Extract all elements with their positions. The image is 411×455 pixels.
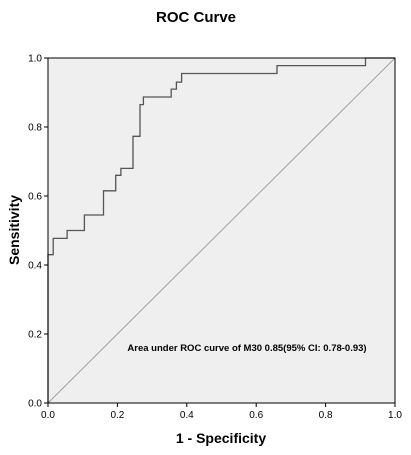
x-tick-label: 0.6: [249, 410, 263, 421]
x-tick-label: 0.0: [41, 410, 55, 421]
x-tick-label: 0.2: [110, 410, 124, 421]
y-tick-label: 0.2: [28, 330, 42, 341]
y-tick-label: 1.0: [28, 54, 42, 65]
y-tick-label: 0.8: [28, 123, 42, 134]
x-tick-label: 1.0: [388, 410, 402, 421]
x-axis-ticks: 0.0 0.2 0.4 0.6 0.8 1.0: [41, 403, 402, 421]
chart-title: ROC Curve: [156, 9, 236, 26]
y-tick-label: 0.6: [28, 192, 42, 203]
auc-annotation: Area under ROC curve of M30 0.85(95% CI:…: [127, 343, 366, 354]
roc-curve-layer: [47, 57, 395, 403]
y-axis-ticks: 0.0 0.2 0.4 0.6 0.8 1.0: [28, 54, 48, 410]
plot-frame: [47, 57, 396, 404]
y-tick-label: 0.4: [28, 261, 42, 272]
plot-area: [47, 57, 396, 404]
roc-curve-line: [47, 57, 395, 403]
x-tick-label: 0.8: [319, 410, 333, 421]
x-axis-label: 1 - Specificity: [176, 430, 266, 446]
reference-line-layer: [47, 57, 396, 404]
y-tick-label: 0.0: [28, 399, 42, 410]
y-axis-label: Sensitivity: [6, 195, 22, 265]
reference-diagonal-line: [47, 57, 396, 404]
x-tick-label: 0.4: [180, 410, 194, 421]
